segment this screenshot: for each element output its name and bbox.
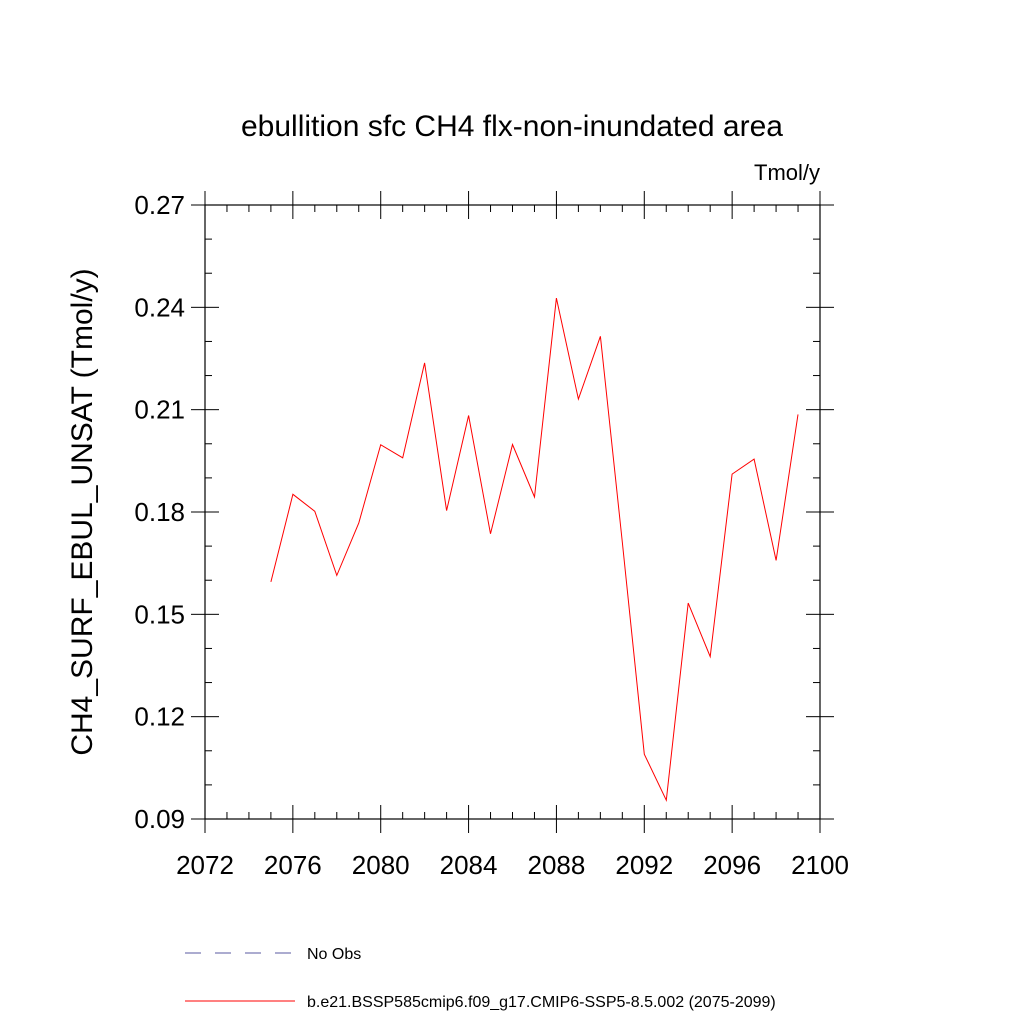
x-tick-label: 2100 <box>791 850 849 880</box>
plot-area: 2072 2076 2080 2084 2088 2092 2096 2100 0.09 0.12… <box>134 190 849 880</box>
legend: No Obs b.e21.BSSP585cmip6.f09_g17.CMIP6-S… <box>185 946 776 1011</box>
y-tick-label: 0.12 <box>134 702 185 732</box>
y-tick-label: 0.09 <box>134 804 185 834</box>
x-tick-label: 2084 <box>440 850 498 880</box>
chart-title: ebullition sfc CH4 flx-non-inundated are… <box>241 110 783 143</box>
y-tick-label: 0.18 <box>134 497 185 527</box>
series-line-1 <box>270 297 799 802</box>
legend-label-1: b.e21.BSSP585cmip6.f09_g17.CMIP6-SSP5-8.… <box>307 994 776 1011</box>
x-tick-label: 2080 <box>352 850 410 880</box>
units-label: Tmol/y <box>754 160 820 185</box>
y-tick-label: 0.15 <box>134 599 185 629</box>
x-tick-label: 2076 <box>264 850 322 880</box>
y-tick-label: 0.24 <box>134 292 185 322</box>
x-tick-label: 2096 <box>703 850 761 880</box>
x-tick-label: 2092 <box>615 850 673 880</box>
legend-label-0: No Obs <box>307 946 361 963</box>
y-axis-label: CH4_SURF_EBUL_UNSAT (Tmol/y) <box>66 268 99 755</box>
y-tick-label: 0.27 <box>134 190 185 220</box>
x-tick-label: 2088 <box>528 850 586 880</box>
x-tick-label: 2072 <box>176 850 234 880</box>
y-tick-label: 0.21 <box>134 395 185 425</box>
